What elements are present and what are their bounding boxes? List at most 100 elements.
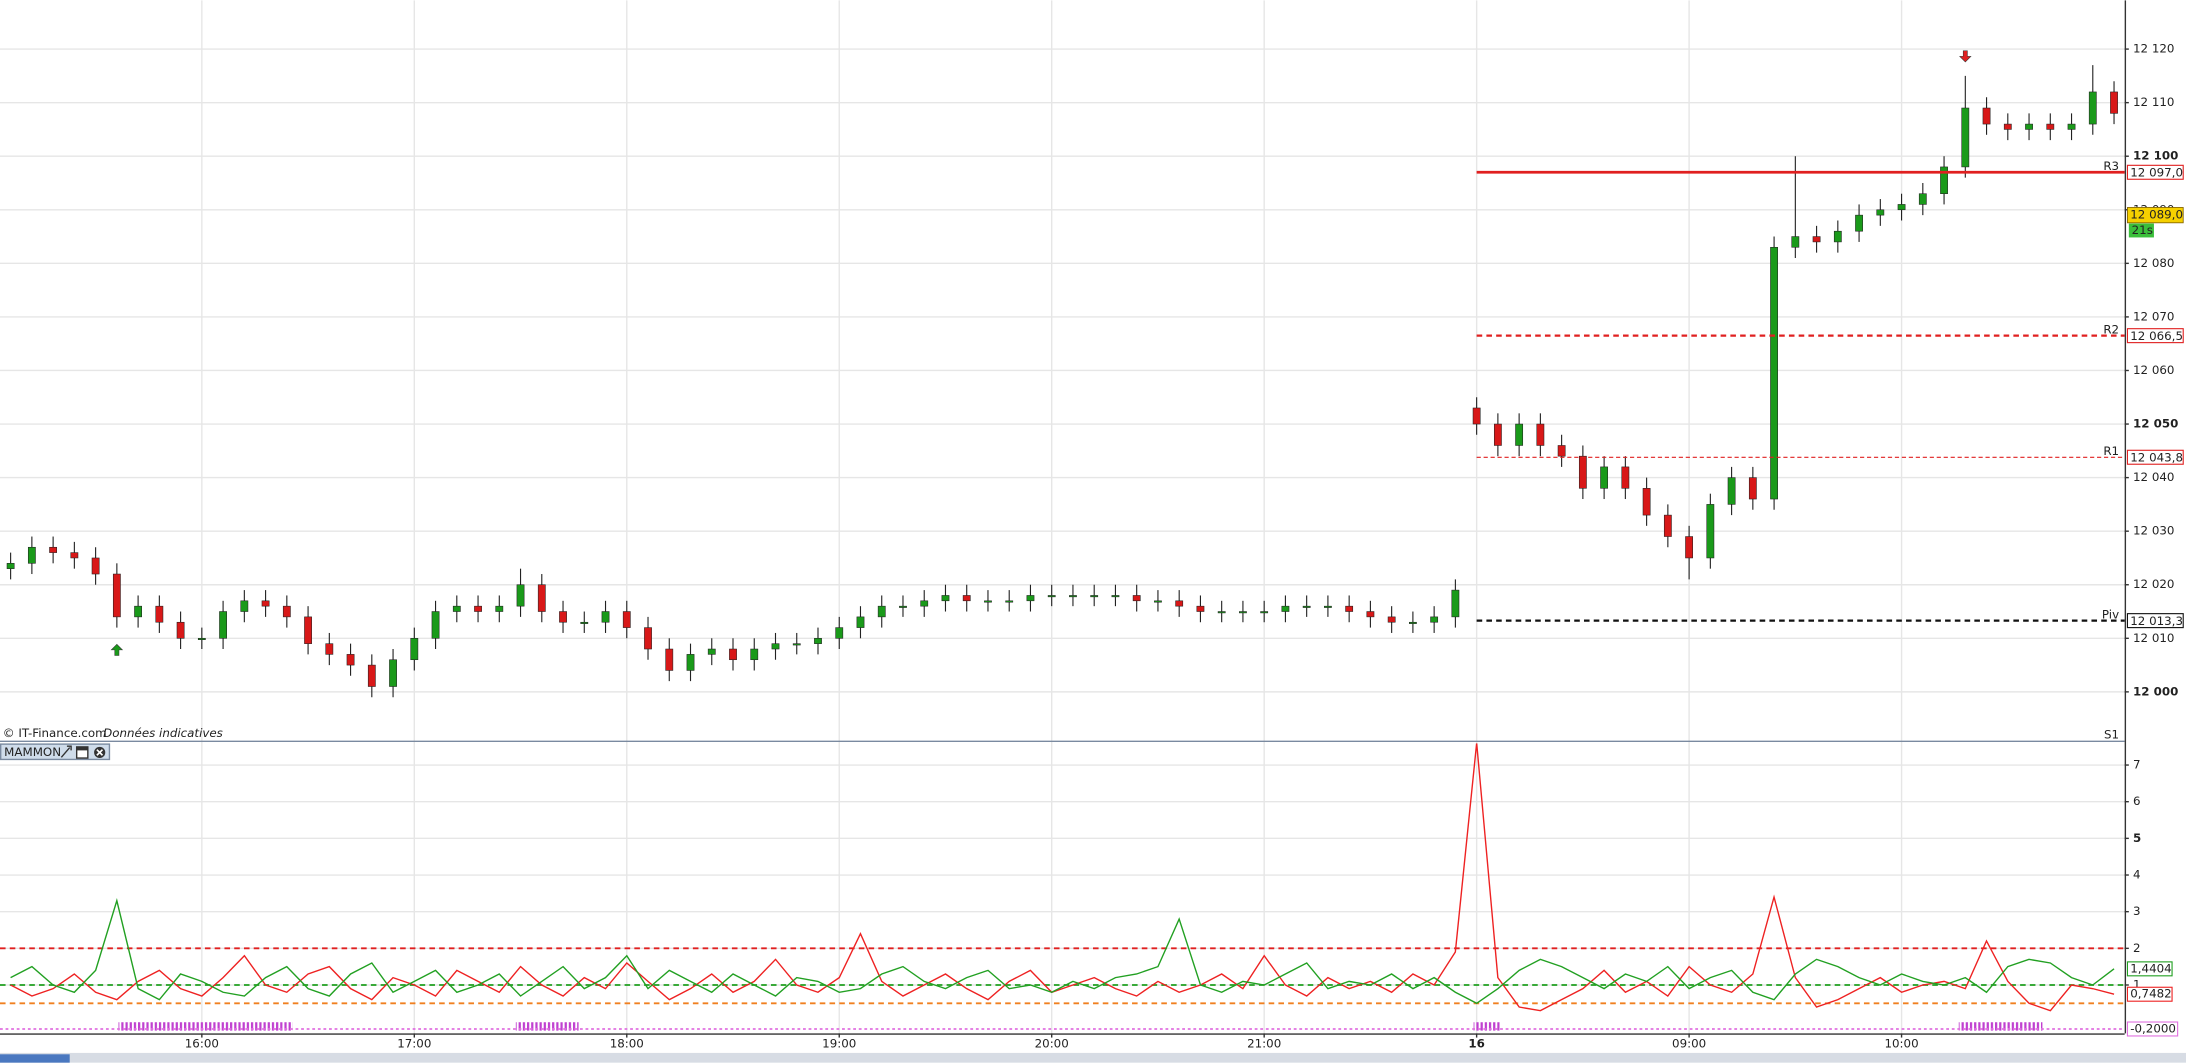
x-tick-label: 16:00 xyxy=(185,1036,219,1050)
candle-body xyxy=(792,643,801,646)
candle-body xyxy=(707,648,716,655)
candle-body xyxy=(1982,107,1991,125)
timer: 21s xyxy=(2132,223,2153,237)
signal-bar xyxy=(1473,1022,1501,1031)
candle-body xyxy=(941,595,950,602)
candle-body xyxy=(1472,407,1481,425)
candle-body xyxy=(304,616,312,644)
candle-body xyxy=(1770,246,1778,500)
candle-body xyxy=(1493,423,1502,446)
candle-body xyxy=(452,605,461,612)
candle-body xyxy=(835,627,844,639)
y-tick-label: 12 030 xyxy=(2133,524,2174,538)
candle-body xyxy=(1409,621,1417,624)
candle-body xyxy=(1324,605,1332,608)
level-name: R1 xyxy=(2103,444,2119,458)
candle-body xyxy=(729,648,737,661)
last-price-box xyxy=(2127,207,2184,224)
candle-body xyxy=(665,648,674,671)
candle-body xyxy=(1748,477,1757,500)
candle-body xyxy=(1855,214,1863,232)
level-value: 12 013,3 xyxy=(2130,614,2183,628)
candle-body xyxy=(1600,466,1609,489)
candle-body xyxy=(1345,605,1354,612)
candle-body xyxy=(1005,600,1014,603)
candle-body xyxy=(1132,595,1141,602)
level-value: 12 097,0 xyxy=(2130,165,2183,179)
candle-body xyxy=(1451,589,1460,618)
candle-body xyxy=(49,546,58,553)
x-tick-label: 10:00 xyxy=(1884,1036,1918,1050)
level-value-box xyxy=(2126,449,2184,465)
candle-body xyxy=(1175,600,1184,607)
y-tick-label: 12 120 xyxy=(2133,42,2174,56)
candle-body xyxy=(1621,466,1630,489)
y-tick-label: 12 010 xyxy=(2133,631,2174,645)
candle-body xyxy=(70,552,79,559)
candle-body xyxy=(899,605,907,608)
y-tick-label: 2 xyxy=(2133,941,2141,955)
candle-body xyxy=(601,611,610,623)
indicator-lines xyxy=(10,743,2115,1012)
signal-arrow xyxy=(1959,50,1972,63)
candle-body xyxy=(856,616,865,628)
level-value-box xyxy=(2126,1021,2179,1037)
indicator-line xyxy=(10,898,2115,1005)
x-tick-label: 09:00 xyxy=(1672,1036,1706,1050)
candle-body xyxy=(2110,91,2118,114)
candle-body xyxy=(1876,209,1885,216)
candle-body xyxy=(877,605,886,618)
candle-body xyxy=(240,600,249,612)
x-tick-label: 21:00 xyxy=(1247,1036,1281,1050)
candle-body xyxy=(1154,600,1162,603)
candle-body xyxy=(112,573,121,618)
candle-body xyxy=(1387,616,1396,623)
status-tab[interactable] xyxy=(0,1054,70,1063)
candles xyxy=(6,65,2118,698)
candle-body xyxy=(176,621,185,639)
level-value: 12 066,5 xyxy=(2130,329,2183,343)
candle-body xyxy=(431,611,440,639)
level-value-box xyxy=(2126,613,2184,629)
candle-body xyxy=(1281,605,1290,612)
settings-icon[interactable] xyxy=(60,745,72,758)
window-icon-bar xyxy=(76,746,88,751)
candle-body xyxy=(1302,605,1311,608)
candle-body xyxy=(1239,611,1247,614)
level-name: Piv xyxy=(2102,608,2119,622)
close-cross xyxy=(96,749,104,756)
x-tick-label: 17:00 xyxy=(397,1036,431,1050)
source: © IT-Finance.com xyxy=(3,726,107,740)
signal-bar xyxy=(118,1022,293,1031)
x-tick-label: 19:00 xyxy=(822,1036,856,1050)
candle-body xyxy=(134,605,142,618)
candle-body xyxy=(197,638,206,640)
x-tick-label: 18:00 xyxy=(610,1036,644,1050)
y-tick-label: 12 110 xyxy=(2133,95,2174,109)
indicator-title: MAMMON xyxy=(4,745,61,759)
y-tick-label: 6 xyxy=(2133,794,2141,808)
candle-body xyxy=(1685,536,1693,559)
candle-body xyxy=(537,584,546,612)
y-tick-label: 12 060 xyxy=(2133,363,2174,377)
candle-body xyxy=(1515,423,1524,446)
indicator-line xyxy=(10,743,2115,1012)
level-value: -0,2000 xyxy=(2130,1021,2176,1035)
timer-box xyxy=(2128,223,2154,238)
y-tick-label: 7 xyxy=(2133,758,2141,772)
candle-body xyxy=(1642,488,1651,516)
candle-body xyxy=(920,600,929,607)
y-tick-label: 5 xyxy=(2133,831,2141,845)
candle-body xyxy=(1663,514,1672,537)
candle-body xyxy=(1047,595,1056,598)
candle-body xyxy=(1727,477,1736,505)
candle-body xyxy=(1026,595,1035,602)
y-tick-label: 4 xyxy=(2133,868,2141,882)
candle-body xyxy=(814,638,822,644)
candle-body xyxy=(6,563,15,569)
candle-body xyxy=(325,643,334,655)
candle-body xyxy=(1918,193,1927,205)
candle-body xyxy=(750,648,759,661)
candle-body xyxy=(1196,605,1205,612)
